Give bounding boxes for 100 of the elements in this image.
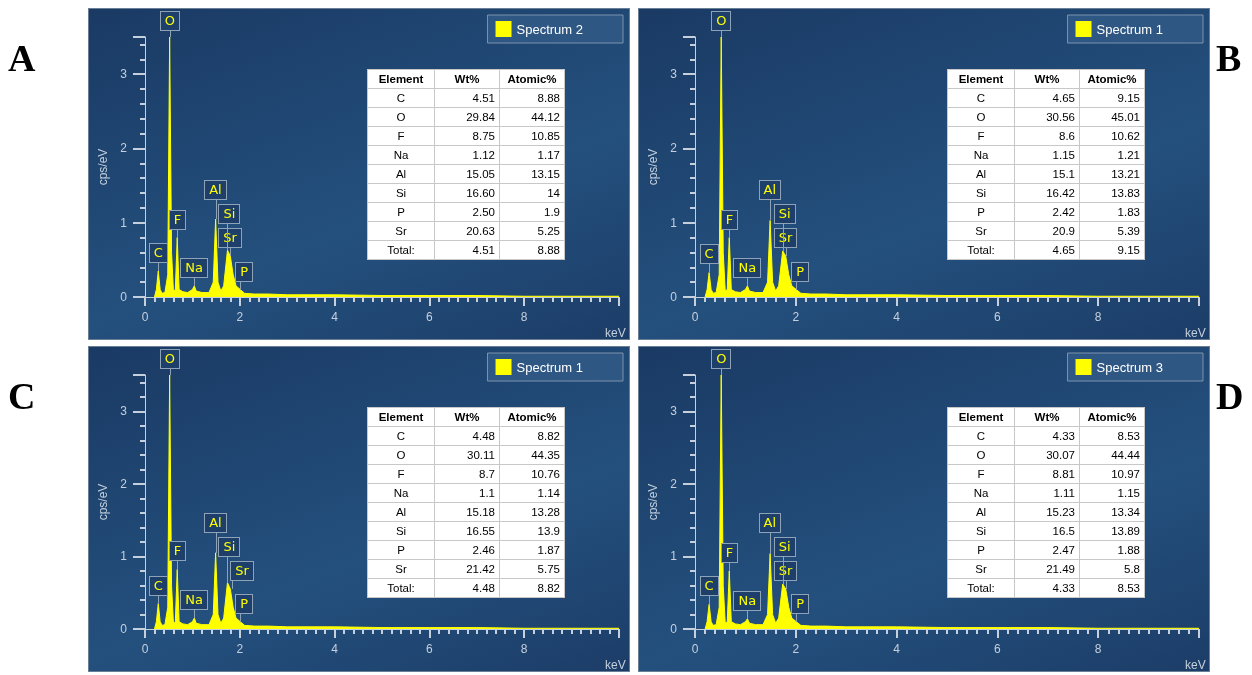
annotation: P	[791, 593, 810, 614]
annotation: 14	[499, 183, 565, 203]
annotation: 4.65	[1014, 240, 1080, 260]
annotation: Wt%	[434, 69, 500, 89]
annotation: 4.48	[434, 426, 500, 446]
annotation: 21.49	[1014, 559, 1080, 579]
y-tick-label: 0	[120, 622, 128, 636]
y-axis-title: cps/eV	[96, 483, 110, 521]
annotation: 8.82	[499, 578, 565, 598]
annotation: O	[711, 11, 732, 31]
annotation: C	[947, 426, 1015, 446]
annotation: Si	[218, 537, 241, 558]
x-tick-label: 6	[426, 310, 434, 324]
x-axis-title: keV	[605, 658, 626, 672]
annotation: 1.14	[499, 483, 565, 503]
annotation: P	[367, 202, 435, 222]
annotation: 5.8	[1079, 559, 1145, 579]
annotation: 1.15	[1014, 145, 1080, 165]
y-tick-label: 3	[670, 67, 678, 82]
x-tick-label: 2	[236, 642, 244, 656]
y-tick-label: 1	[120, 549, 128, 564]
annotation: Si	[367, 183, 435, 203]
annotation: 1.9	[499, 202, 565, 222]
annotation: F	[168, 209, 187, 230]
annotation: P	[791, 261, 810, 282]
annotation: P	[947, 202, 1015, 222]
x-tick-label: 0	[691, 642, 699, 656]
annotation: 8.6	[1014, 126, 1080, 146]
annotation: 4.65	[1014, 88, 1080, 108]
annotation: 13.28	[499, 502, 565, 522]
annotation: Na	[367, 483, 435, 503]
annotation: 44.35	[499, 445, 565, 465]
annotation: 13.15	[499, 164, 565, 184]
annotation: C	[947, 88, 1015, 108]
annotation: 15.23	[1014, 502, 1080, 522]
annotation: F	[947, 464, 1015, 484]
annotation: 8.53	[1079, 426, 1145, 446]
annotation: Element	[367, 407, 435, 427]
annotation: P	[947, 540, 1015, 560]
annotation: Sr	[947, 559, 1015, 579]
annotation: 4.33	[1014, 426, 1080, 446]
legend-label: Spectrum 1	[516, 359, 584, 375]
annotation: 8.88	[499, 240, 565, 260]
annotation: Al	[367, 502, 435, 522]
annotation: 16.42	[1014, 183, 1080, 203]
x-tick-label: 2	[236, 310, 244, 324]
chart-title: C	[8, 374, 36, 418]
x-axis-title: keV	[1185, 658, 1206, 672]
annotation: 30.11	[434, 445, 500, 465]
annotation: 8.88	[499, 88, 565, 108]
annotation: 1.83	[1079, 202, 1145, 222]
annotation: 4.51	[434, 240, 500, 260]
x-axis-title: keV	[605, 326, 626, 340]
annotation: 30.56	[1014, 107, 1080, 127]
annotation: Na	[367, 145, 435, 165]
annotation: 16.60	[434, 183, 500, 203]
annotation: 8.81	[1014, 464, 1080, 484]
annotation: 45.01	[1079, 107, 1145, 127]
annotation: 9.15	[1079, 240, 1145, 260]
y-tick-label: 2	[120, 476, 128, 491]
legend-label: Spectrum 2	[516, 21, 584, 37]
annotation: 1.15	[1079, 483, 1145, 503]
annotation: O	[947, 445, 1015, 465]
annotation: 8.82	[499, 426, 565, 446]
annotation: F	[168, 541, 187, 562]
y-tick-label: 3	[120, 67, 128, 82]
annotation: F	[720, 209, 739, 230]
y-tick-label: 2	[670, 141, 678, 156]
y-tick-label: 0	[670, 622, 678, 636]
annotation: 15.18	[434, 502, 500, 522]
annotation: Atomic%	[499, 69, 565, 89]
annotation: 8.7	[434, 464, 500, 484]
annotation: 10.76	[499, 464, 565, 484]
annotation: Wt%	[434, 407, 500, 427]
annotation: Na	[733, 257, 762, 278]
annotation: Atomic%	[1079, 407, 1145, 427]
annotation: Total:	[947, 578, 1015, 598]
annotation: Sr	[947, 221, 1015, 241]
annotation: 20.63	[434, 221, 500, 241]
annotation: O	[159, 11, 180, 31]
annotation: 13.9	[499, 521, 565, 541]
y-tick-label: 1	[120, 215, 128, 230]
annotation: 44.12	[499, 107, 565, 127]
annotation: 9.15	[1079, 88, 1145, 108]
x-tick-label: 0	[691, 310, 699, 324]
annotation: C	[148, 243, 168, 263]
x-tick-label: 4	[893, 310, 901, 324]
annotation: Al	[204, 513, 227, 534]
y-tick-label: 1	[670, 215, 678, 230]
annotation: 30.07	[1014, 445, 1080, 465]
chart-title: A	[8, 36, 36, 80]
annotation: Wt%	[1014, 407, 1080, 427]
annotation: 13.83	[1079, 183, 1145, 203]
annotation: Element	[367, 69, 435, 89]
y-tick-label: 0	[670, 290, 678, 304]
y-axis-title: cps/eV	[96, 148, 110, 186]
annotation: Si	[947, 521, 1015, 541]
annotation: 2.50	[434, 202, 500, 222]
annotation: 1.17	[499, 145, 565, 165]
annotation: 1.21	[1079, 145, 1145, 165]
